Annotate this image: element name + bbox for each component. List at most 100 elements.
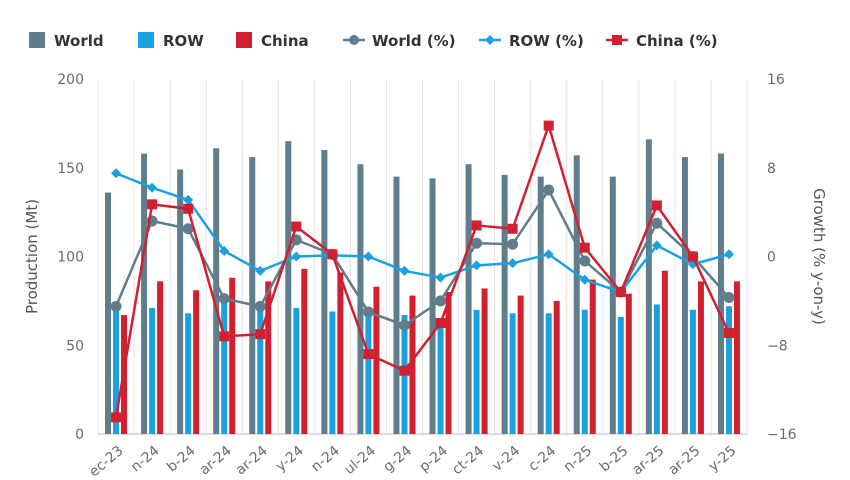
bar-china [661, 270, 668, 434]
point-row-pct [399, 265, 410, 276]
point-row-pct [651, 240, 662, 251]
x-tick-label: n-24 [308, 443, 343, 476]
point-row-pct [723, 249, 734, 260]
bar-row [509, 313, 516, 434]
right-tick-label: −16 [767, 427, 797, 443]
bar-row [329, 311, 336, 434]
bar-row [617, 316, 624, 434]
point-row-pct [255, 265, 266, 276]
legend-swatch-bar [236, 32, 252, 48]
bar-china [517, 295, 524, 434]
point-china-pct [219, 331, 230, 342]
x-tick-label: n-25 [561, 443, 596, 476]
point-china-pct [543, 120, 554, 131]
legend-marker-circle [349, 35, 359, 45]
legend[interactable]: World ROW China World (%) ROW (%) China (%) [29, 32, 718, 50]
point-china-pct [255, 329, 266, 340]
point-china-pct [183, 203, 194, 214]
point-china-pct [435, 318, 446, 329]
bar-china [337, 272, 344, 434]
x-tick-label: ar-24 [233, 443, 271, 479]
right-tick-label: 0 [767, 250, 776, 266]
legend-label: World [54, 32, 104, 50]
bar-row [185, 313, 192, 434]
point-china-pct [579, 242, 590, 253]
bar-world [285, 141, 292, 434]
point-world-pct [218, 293, 230, 305]
point-row-pct [471, 260, 482, 271]
x-tick-label: v-24 [489, 443, 523, 475]
line-diamond-series [115, 172, 730, 294]
point-china-pct [399, 365, 410, 376]
x-tick-label: ul-24 [341, 443, 379, 478]
point-china-pct [723, 328, 734, 339]
bar-world [249, 157, 256, 434]
legend-label: China (%) [636, 32, 718, 50]
bar-world [141, 153, 148, 435]
point-world-pct [651, 217, 663, 229]
x-tick-label: c-24 [526, 443, 560, 475]
bar-china [697, 281, 704, 434]
point-china-pct [111, 412, 122, 423]
bar-row [221, 302, 228, 434]
point-china-pct [687, 251, 698, 262]
bar-world [681, 157, 688, 434]
bar-china [553, 300, 560, 434]
bar-row [581, 309, 588, 434]
point-china-pct [327, 249, 338, 260]
point-row-pct [291, 251, 302, 262]
point-world-pct [254, 300, 266, 312]
bar-china [301, 268, 308, 434]
point-world-pct [362, 306, 374, 318]
point-row-pct [111, 168, 122, 179]
legend-marker-square [612, 35, 622, 45]
point-china-pct [651, 200, 662, 211]
bar-row [365, 313, 372, 434]
point-china-pct [507, 223, 518, 234]
x-tick-label: ec-23 [86, 443, 126, 480]
bar-row [545, 313, 552, 434]
x-tick-label: p-24 [416, 443, 451, 476]
bar-world [501, 174, 508, 434]
point-world-pct [182, 223, 194, 235]
point-world-pct [507, 238, 519, 250]
bar-china [481, 288, 488, 434]
left-tick-label: 100 [57, 250, 84, 266]
x-tick-label: ar-25 [665, 443, 703, 479]
left-tick-label: 150 [57, 161, 84, 177]
legend-label: ROW [163, 32, 204, 50]
bar-world [573, 155, 580, 434]
bar-world [105, 192, 112, 434]
point-world-pct [110, 300, 122, 312]
x-tick-label: b-24 [164, 443, 199, 476]
bar-china [589, 279, 596, 434]
point-world-pct [723, 292, 735, 304]
bar-world [393, 176, 400, 434]
legend-swatch-bar [138, 32, 154, 48]
legend-swatch-bar [29, 32, 45, 48]
point-row-pct [435, 272, 446, 283]
bar-row [689, 309, 696, 434]
bar-row [293, 307, 300, 434]
point-world-pct [435, 295, 447, 307]
lines [110, 120, 735, 423]
x-tick-label: y-24 [273, 443, 307, 475]
bar-world [645, 139, 652, 434]
left-axis-title: Production (Mt) [23, 199, 41, 314]
right-tick-label: 8 [767, 161, 776, 177]
bar-china [733, 281, 740, 434]
left-tick-label: 200 [57, 72, 84, 88]
legend-label: ROW (%) [509, 32, 584, 50]
right-tick-label: 16 [767, 72, 785, 88]
bar-world [609, 176, 616, 434]
bar-world [213, 148, 220, 434]
right-axis-title: Growth (% y-on-y) [810, 188, 828, 325]
bar-row [113, 309, 120, 434]
bar-china [445, 292, 452, 434]
point-row-pct [147, 182, 158, 193]
point-row-pct [507, 258, 518, 269]
point-china-pct [147, 199, 158, 210]
point-china-pct [363, 349, 374, 360]
point-row-pct [543, 249, 554, 260]
bar-china [373, 286, 380, 434]
